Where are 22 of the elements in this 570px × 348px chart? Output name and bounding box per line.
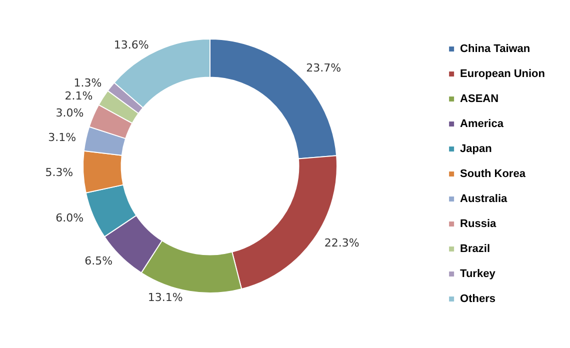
- legend-label: Russia: [460, 218, 498, 230]
- legend-label: America: [460, 118, 504, 130]
- data-label: 1.3%: [74, 76, 102, 90]
- legend-label: China Taiwan: [460, 43, 530, 55]
- legend-label: Brazil: [460, 243, 490, 255]
- legend-label: Turkey: [460, 268, 496, 280]
- data-label: 3.0%: [56, 106, 84, 120]
- data-label: 13.1%: [148, 290, 183, 304]
- data-label: 13.6%: [114, 38, 149, 52]
- data-label: 23.7%: [306, 62, 342, 75]
- legend-label: ASEAN: [460, 93, 499, 105]
- data-label: 6.5%: [84, 254, 113, 268]
- legend-label: Others: [460, 293, 496, 305]
- data-label: 3.1%: [48, 130, 76, 144]
- data-label: 2.1%: [64, 89, 93, 102]
- legend-label: Australia: [460, 193, 508, 205]
- legend-label: Japan: [460, 143, 492, 155]
- data-label: 6.0%: [56, 212, 84, 225]
- data-label: 5.3%: [45, 166, 74, 179]
- data-label: 22.3%: [324, 236, 360, 250]
- legend-label: South Korea: [460, 168, 526, 180]
- legend-label: European Union: [460, 68, 546, 80]
